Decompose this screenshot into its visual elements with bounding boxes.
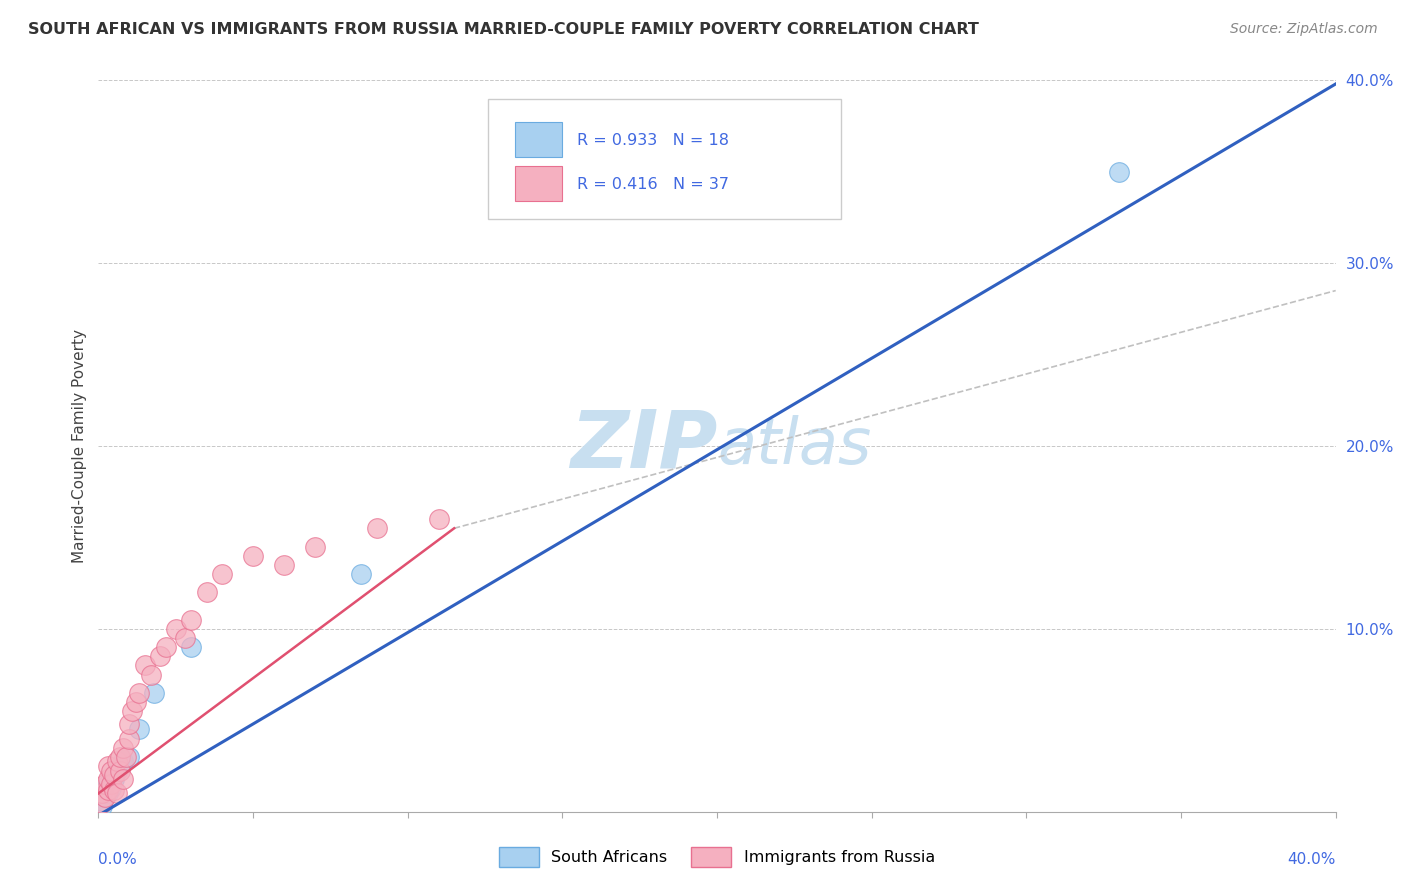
Point bbox=[97, 759, 120, 773]
Point bbox=[180, 640, 202, 655]
Legend: South Africans, Immigrants from Russia: South Africans, Immigrants from Russia bbox=[492, 841, 942, 873]
Point bbox=[108, 749, 131, 764]
FancyBboxPatch shape bbox=[516, 122, 562, 157]
Point bbox=[90, 796, 112, 810]
Point bbox=[93, 782, 115, 797]
Point bbox=[97, 772, 120, 786]
Point bbox=[155, 640, 177, 655]
Point bbox=[105, 754, 128, 768]
Point bbox=[100, 777, 122, 791]
Text: 40.0%: 40.0% bbox=[1288, 852, 1336, 867]
Text: R = 0.933   N = 18: R = 0.933 N = 18 bbox=[578, 133, 730, 148]
Y-axis label: Married-Couple Family Poverty: Married-Couple Family Poverty bbox=[72, 329, 87, 563]
Point bbox=[112, 740, 135, 755]
Point bbox=[118, 717, 141, 731]
Point bbox=[139, 667, 162, 681]
Point bbox=[97, 787, 120, 801]
Point bbox=[304, 540, 326, 554]
Point bbox=[112, 772, 135, 786]
Point bbox=[211, 567, 233, 582]
Point bbox=[103, 782, 125, 797]
Point bbox=[108, 759, 131, 773]
Point bbox=[97, 777, 120, 791]
Text: atlas: atlas bbox=[717, 415, 872, 477]
Point bbox=[124, 695, 146, 709]
Point bbox=[115, 749, 138, 764]
Point bbox=[366, 521, 388, 535]
Point bbox=[118, 731, 141, 746]
Text: Source: ZipAtlas.com: Source: ZipAtlas.com bbox=[1230, 22, 1378, 37]
Point bbox=[273, 558, 295, 572]
Point bbox=[149, 649, 172, 664]
Point bbox=[90, 799, 112, 814]
Point bbox=[105, 764, 128, 779]
Point bbox=[180, 613, 202, 627]
Point bbox=[100, 780, 122, 795]
Point bbox=[112, 754, 135, 768]
Point bbox=[103, 772, 125, 786]
FancyBboxPatch shape bbox=[516, 166, 562, 201]
Point bbox=[103, 768, 125, 782]
Point bbox=[165, 622, 187, 636]
Point bbox=[90, 787, 112, 801]
Point bbox=[427, 512, 450, 526]
Point bbox=[242, 549, 264, 563]
Text: 0.0%: 0.0% bbox=[98, 852, 138, 867]
Point bbox=[174, 631, 197, 645]
Text: ZIP: ZIP bbox=[569, 407, 717, 485]
Point bbox=[195, 585, 218, 599]
Point bbox=[93, 777, 115, 791]
FancyBboxPatch shape bbox=[488, 99, 841, 219]
Point bbox=[134, 658, 156, 673]
Point bbox=[105, 787, 128, 801]
Point bbox=[128, 723, 150, 737]
Point bbox=[121, 704, 143, 718]
Point bbox=[90, 794, 112, 808]
Text: R = 0.416   N = 37: R = 0.416 N = 37 bbox=[578, 177, 730, 192]
Point bbox=[93, 790, 115, 805]
Point bbox=[128, 686, 150, 700]
Point bbox=[97, 782, 120, 797]
Point bbox=[103, 768, 125, 782]
Point bbox=[93, 790, 115, 805]
Point bbox=[100, 764, 122, 779]
Point bbox=[143, 686, 166, 700]
Point bbox=[118, 749, 141, 764]
Point bbox=[1108, 165, 1130, 179]
Text: SOUTH AFRICAN VS IMMIGRANTS FROM RUSSIA MARRIED-COUPLE FAMILY POVERTY CORRELATIO: SOUTH AFRICAN VS IMMIGRANTS FROM RUSSIA … bbox=[28, 22, 979, 37]
Point bbox=[350, 567, 373, 582]
Point bbox=[108, 764, 131, 779]
